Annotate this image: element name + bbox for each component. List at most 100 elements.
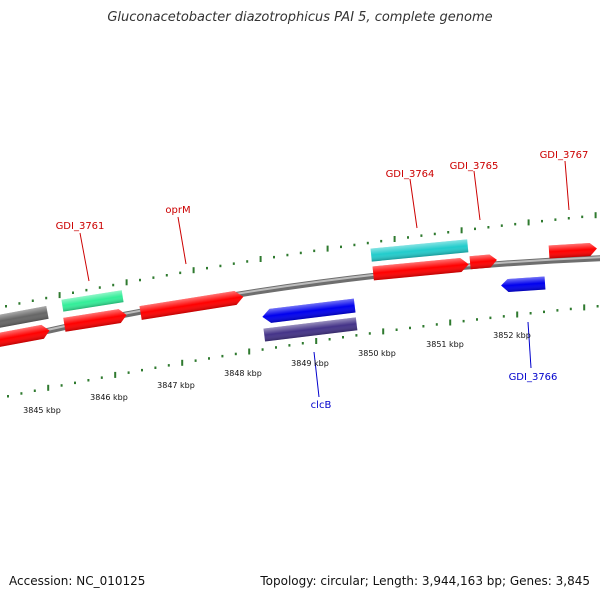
scale-labels: 3845 kbp 3846 kbp 3847 kbp 3848 kbp 3849… (23, 331, 531, 415)
minor-tick (165, 274, 168, 277)
gene-labels: GDI_3761 oprM GDI_3764 GDI_3765 GDI_3767… (56, 150, 589, 411)
minor-tick (447, 231, 450, 234)
minor-tick (221, 354, 224, 358)
major-tick (315, 338, 318, 344)
minor-tick (194, 359, 197, 362)
gene-indigo[interactable] (263, 317, 358, 342)
scale-label: 3846 kbp (90, 393, 128, 402)
minor-tick (328, 338, 331, 341)
minor-tick (206, 266, 208, 270)
minor-tick (342, 336, 344, 339)
gene-label-clcb[interactable]: clcB (311, 400, 332, 411)
gene-label-oprm[interactable]: oprM (165, 205, 190, 216)
gene-gray-left[interactable] (0, 306, 49, 330)
minor-tick (420, 234, 423, 237)
gene-gdi-3766-blue[interactable] (501, 276, 546, 293)
minor-tick (340, 245, 342, 249)
minor-tick (87, 379, 90, 382)
minor-tick (31, 299, 34, 302)
major-tick (516, 311, 519, 318)
minor-tick (219, 264, 222, 268)
minor-tick (514, 222, 517, 226)
minor-tick (407, 236, 409, 239)
minor-tick (286, 253, 289, 257)
minor-tick (301, 342, 304, 345)
lower-tick-track (7, 304, 599, 398)
gene-label-gdi-3761[interactable]: GDI_3761 (56, 221, 105, 232)
minor-tick (275, 346, 277, 349)
minor-tick (435, 323, 438, 326)
minor-tick (7, 395, 9, 398)
minor-tick (141, 368, 143, 372)
minor-tick (500, 224, 503, 227)
scale-label: 3851 kbp (426, 340, 464, 349)
major-tick (47, 384, 50, 391)
minor-tick (462, 319, 465, 323)
minor-tick (355, 334, 358, 337)
minor-tick (380, 239, 383, 243)
minor-tick (567, 217, 570, 220)
major-tick (125, 279, 128, 286)
gene-label-gdi-3767[interactable]: GDI_3767 (540, 150, 589, 161)
major-tick (192, 267, 195, 274)
scale-label: 3845 kbp (23, 406, 61, 415)
minor-tick (366, 241, 369, 245)
gene-clc-b-blue[interactable] (262, 298, 356, 324)
major-tick (594, 212, 597, 219)
minor-tick (232, 262, 235, 265)
scale-label: 3852 kbp (493, 331, 531, 340)
gene-opr-m-red[interactable] (139, 290, 245, 320)
upper-tick-track (5, 212, 597, 308)
scale-label: 3849 kbp (291, 359, 329, 368)
minor-tick (288, 344, 291, 347)
minor-tick (154, 366, 157, 369)
minor-tick (502, 315, 505, 318)
minor-tick (543, 310, 545, 314)
minor-tick (569, 307, 572, 311)
minor-tick (45, 296, 48, 300)
gene-label-gdi-3765[interactable]: GDI_3765 (450, 161, 499, 172)
minor-tick (395, 328, 398, 331)
minor-tick (422, 325, 425, 328)
major-tick (326, 245, 329, 252)
gene-gdi-3761-mint[interactable] (61, 290, 124, 312)
gene-red-a[interactable] (63, 308, 127, 332)
minor-tick (299, 251, 302, 255)
gene-red-b[interactable] (372, 257, 470, 281)
minor-tick (581, 215, 584, 219)
minor-tick (476, 318, 478, 321)
label-leader-lines (79, 160, 570, 398)
minor-tick (489, 316, 492, 320)
minor-tick (112, 283, 115, 287)
minor-tick (474, 227, 476, 231)
major-tick (259, 256, 262, 262)
minor-tick (72, 291, 74, 294)
minor-tick (541, 219, 543, 223)
minor-tick (208, 357, 210, 360)
minor-tick (5, 305, 7, 308)
minor-tick (98, 286, 101, 289)
minor-tick (20, 392, 23, 395)
minor-tick (139, 278, 141, 282)
major-tick (58, 292, 61, 299)
gene-red-left-edge[interactable] (0, 324, 51, 349)
gene-label-gdi-3766[interactable]: GDI_3766 (509, 372, 558, 383)
gene-gdi-3764-cyan[interactable] (370, 239, 469, 262)
map-title: Gluconacetobacter diazotrophicus PAI 5, … (107, 10, 493, 25)
minor-tick (127, 371, 130, 374)
minor-tick (556, 309, 559, 312)
minor-tick (261, 348, 264, 351)
minor-tick (313, 249, 316, 253)
minor-tick (554, 218, 557, 221)
major-tick (527, 219, 530, 226)
scale-label: 3850 kbp (358, 349, 396, 358)
minor-tick (368, 332, 371, 335)
minor-tick (353, 243, 356, 247)
gene-gdi-3765-red[interactable] (469, 254, 498, 270)
gene-label-gdi-3764[interactable]: GDI_3764 (386, 169, 435, 180)
minor-tick (152, 276, 155, 279)
minor-tick (18, 302, 21, 305)
minor-tick (179, 271, 182, 275)
gene-gdi-3767-red[interactable] (548, 242, 598, 259)
minor-tick (85, 288, 88, 292)
